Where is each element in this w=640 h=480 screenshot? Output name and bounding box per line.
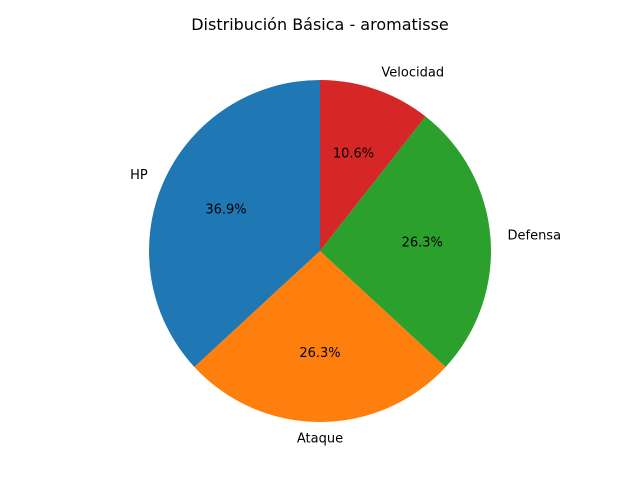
pie-percent-label: 10.6%: [333, 147, 374, 162]
pie-category-label: HP: [130, 168, 148, 183]
pie-slice-velocidad: [320, 80, 426, 251]
pie-category-label: Velocidad: [381, 66, 444, 81]
chart-title: Distribución Básica - aromatisse: [191, 15, 449, 34]
pie-category-label: Defensa: [507, 228, 561, 243]
pie-percent-labels: 36.9% 26.3% 26.3% 10.6%: [205, 147, 443, 362]
pie-category-label: Ataque: [297, 432, 343, 447]
pie-percent-label: 26.3%: [299, 346, 340, 361]
pie-percent-label: 36.9%: [205, 202, 246, 217]
pie-slice-hp: [148, 80, 320, 367]
pie-slices: [148, 80, 491, 422]
pie-slice-defensa: [320, 116, 491, 367]
pie-percent-label: 26.3%: [402, 235, 443, 250]
pie-slice-ataque: [194, 251, 446, 422]
pie-category-labels: HP Ataque Defensa Velocidad: [130, 66, 561, 447]
